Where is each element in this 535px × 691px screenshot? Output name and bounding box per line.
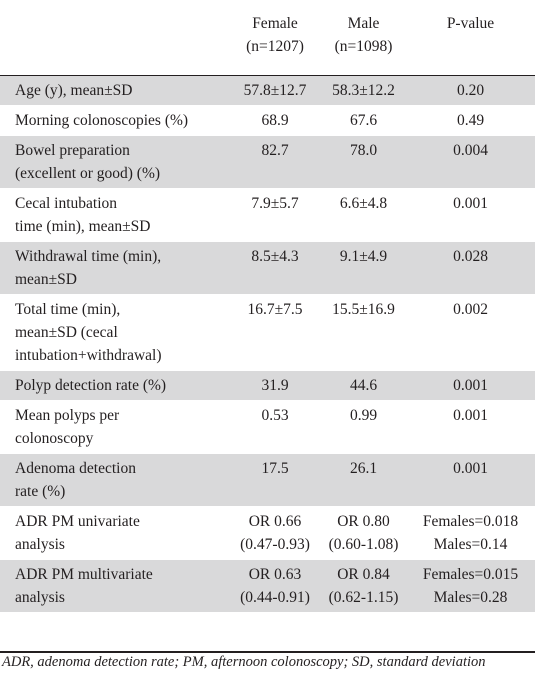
cell-pvalue: 0.20 (456, 81, 485, 99)
cell-female: 57.8±12.7 (243, 81, 307, 99)
cell-male: 15.5±16.9 (332, 300, 395, 318)
table-body: Age (y), mean±SD 57.8±12.7 58.3±12.2 0.20 Mo… (0, 75, 535, 612)
header-cell-label (0, 0, 229, 75)
header-cell-female: Female (n=1207) (246, 15, 304, 55)
table-row: Bowel preparation (excellent or good) (%)… (0, 135, 535, 188)
cell-male: 26.1 (349, 459, 378, 477)
table-row: ADR PM multivariate analysis OR 0.63 (0.44-… (0, 559, 535, 612)
cell-female: 16.7±7.5 (247, 300, 303, 318)
table-row: Mean polyps per colonoscopy 0.53 0.99 0.001 (0, 400, 535, 453)
row-label: Cecal intubation time (min), mean±SD (15, 194, 151, 235)
cell-female: 82.7 (261, 141, 289, 159)
header-cell-pvalue: P-value (446, 15, 495, 32)
row-label: ADR PM univariate analysis (15, 512, 140, 553)
cell-pvalue: 0.49 (456, 111, 485, 129)
cell-female: OR 0.66 (0.47-0.93) (240, 512, 310, 553)
cell-male: 6.6±4.8 (339, 194, 388, 212)
table-row: Total time (min), mean±SD (cecal intubatio… (0, 294, 535, 370)
cell-female: 0.53 (261, 406, 289, 424)
table-footnote: ADR, adenoma detection rate; PM, afterno… (2, 654, 486, 670)
table-row: ADR PM univariate analysis OR 0.66 (0.47-0.… (0, 506, 535, 559)
table-row: Adenoma detection rate (%) 17.5 26.1 0.001 (0, 453, 535, 506)
table-row: Age (y), mean±SD 57.8±12.7 58.3±12.2 0.20 (0, 75, 535, 105)
header-row: Female (n=1207) Male (n=1098) P-value (0, 0, 535, 75)
header-cell-male: Male (n=1098) (334, 15, 393, 55)
cell-female: 8.5±4.3 (251, 247, 299, 265)
table-row: Cecal intubation time (min), mean±SD 7.9±5… (0, 188, 535, 241)
cell-pvalue: Females=0.018 Males=0.14 (422, 512, 519, 553)
cell-pvalue: 0.028 (453, 247, 488, 265)
cell-male: 58.3±12.2 (332, 81, 395, 99)
cell-male: 44.6 (349, 376, 378, 394)
cell-pvalue: Females=0.015 Males=0.28 (422, 565, 519, 606)
row-label: Age (y), mean±SD (15, 81, 133, 99)
cell-female: 7.9±5.7 (251, 194, 299, 212)
cell-male: 9.1±4.9 (339, 247, 388, 265)
cell-female: OR 0.63 (0.44-0.91) (240, 565, 310, 606)
cell-female: 68.9 (261, 111, 289, 129)
cell-pvalue: 0.001 (453, 376, 488, 394)
cell-pvalue: 0.001 (453, 459, 488, 477)
row-label: Mean polyps per colonoscopy (15, 406, 120, 447)
cell-male: 0.99 (349, 406, 378, 424)
cell-pvalue: 0.004 (453, 141, 488, 159)
row-label: Adenoma detection rate (%) (15, 459, 136, 500)
cell-pvalue: 0.001 (453, 406, 488, 424)
row-label: Withdrawal time (min), mean±SD (15, 247, 162, 288)
cell-male: 78.0 (349, 141, 378, 159)
table-row: Polyp detection rate (%) 31.9 44.6 0.001 (0, 370, 535, 400)
cell-pvalue: 0.001 (453, 194, 488, 212)
row-label: Total time (min), mean±SD (cecal intubatio… (15, 300, 162, 364)
row-label: Polyp detection rate (%) (15, 376, 167, 394)
row-label: Morning colonoscopies (%) (15, 111, 189, 129)
cell-female: 17.5 (261, 459, 289, 477)
row-label: ADR PM multivariate analysis (15, 565, 153, 606)
data-table: Female (n=1207) Male (n=1098) P-value Ag… (0, 0, 535, 612)
table-row: Morning colonoscopies (%) 68.9 67.6 0.49 (0, 105, 535, 135)
table-row: Withdrawal time (min), mean±SD 8.5±4.3 9.1±… (0, 241, 535, 294)
cell-pvalue: 0.002 (453, 300, 488, 318)
cell-male: OR 0.80 (0.60-1.08) (328, 512, 399, 553)
table-bottom-rule (0, 651, 535, 653)
cell-female: 31.9 (261, 376, 289, 394)
cell-male: 67.6 (349, 111, 378, 129)
cell-male: OR 0.84 (0.62-1.15) (328, 565, 399, 606)
row-label: Bowel preparation (excellent or good) (%) (15, 141, 161, 182)
